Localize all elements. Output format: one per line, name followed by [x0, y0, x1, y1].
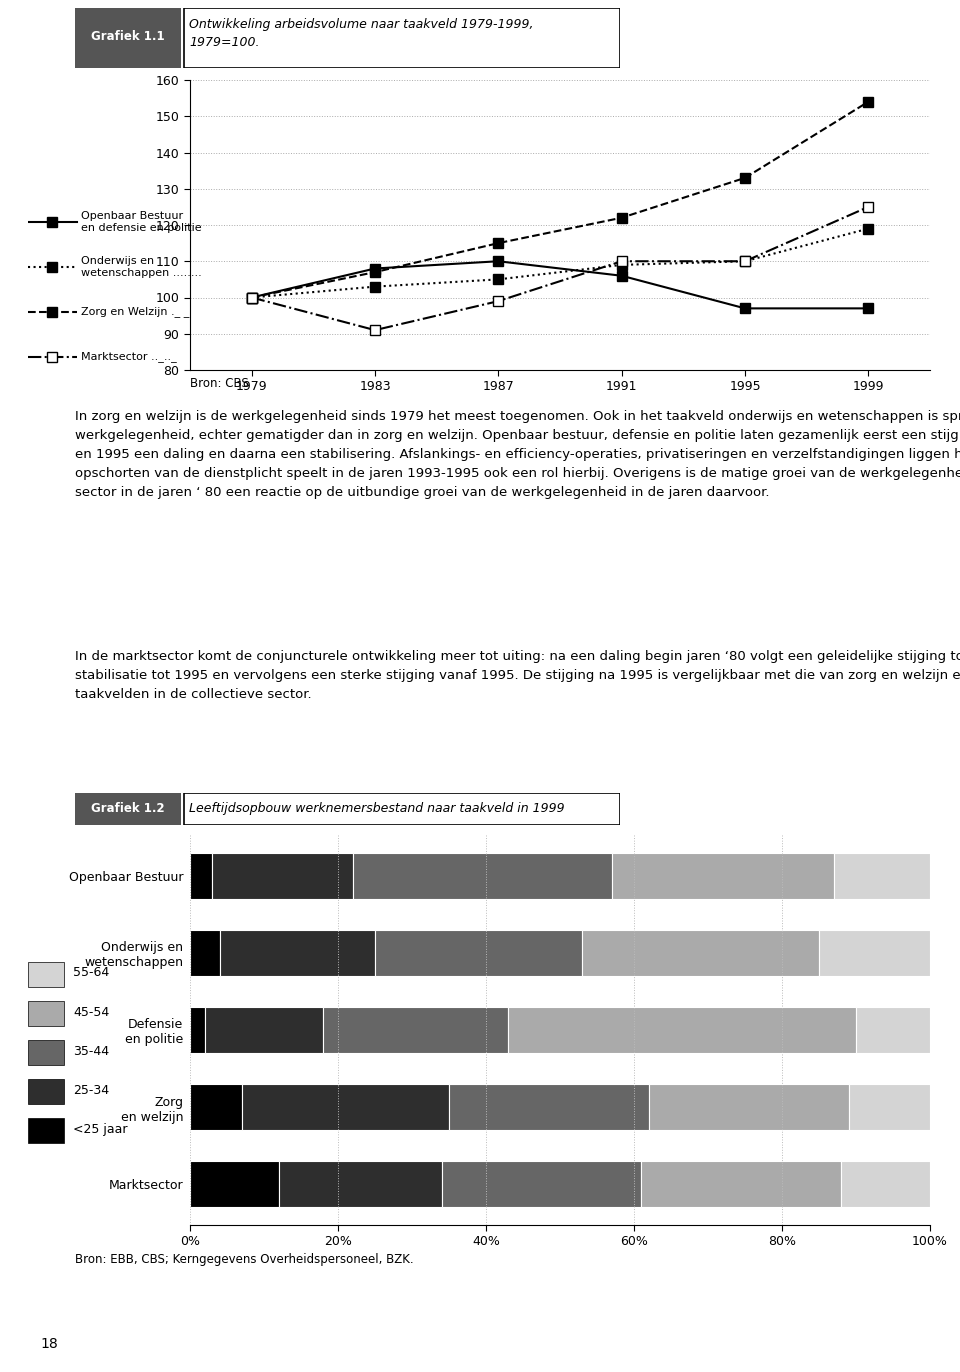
- Text: Bron: CBS: Bron: CBS: [190, 377, 249, 391]
- Bar: [582, 930, 819, 975]
- Text: 55-64: 55-64: [73, 966, 109, 980]
- Text: Bron: EBB, CBS; Kerngegevens Overheidspersoneel, BZK.: Bron: EBB, CBS; Kerngegevens Overheidspe…: [75, 1253, 414, 1265]
- Text: 45-54: 45-54: [73, 1006, 109, 1018]
- Text: In zorg en welzijn is de werkgelegenheid sinds 1979 het meest toegenomen. Ook in: In zorg en welzijn is de werkgelegenheid…: [75, 410, 960, 499]
- Text: 25-34: 25-34: [73, 1084, 109, 1096]
- Bar: [184, 793, 620, 825]
- Bar: [190, 853, 212, 899]
- Text: 18: 18: [40, 1336, 58, 1351]
- Bar: [612, 853, 834, 899]
- Text: Onderwijs en
wetenschappen ........: Onderwijs en wetenschappen ........: [82, 257, 203, 277]
- Bar: [75, 793, 181, 825]
- Bar: [184, 8, 620, 69]
- Text: <25 jaar: <25 jaar: [73, 1122, 128, 1136]
- Bar: [353, 853, 612, 899]
- Bar: [841, 1161, 930, 1207]
- Bar: [212, 853, 352, 899]
- Bar: [28, 1000, 63, 1026]
- Bar: [28, 1078, 63, 1104]
- Text: Openbaar Bestuur
en defensie en politie: Openbaar Bestuur en defensie en politie: [82, 211, 203, 233]
- Bar: [75, 8, 181, 69]
- Bar: [220, 930, 375, 975]
- Bar: [834, 853, 930, 899]
- Text: Ontwikkeling arbeidsvolume naar taakveld 1979-1999,
1979=100.: Ontwikkeling arbeidsvolume naar taakveld…: [189, 18, 534, 48]
- Bar: [190, 1161, 278, 1207]
- Bar: [324, 1007, 508, 1054]
- Bar: [190, 1084, 242, 1131]
- Text: Marktsector .._.._: Marktsector .._.._: [82, 351, 178, 362]
- Bar: [442, 1161, 641, 1207]
- Bar: [278, 1161, 442, 1207]
- Text: 35-44: 35-44: [73, 1044, 109, 1058]
- Bar: [190, 930, 220, 975]
- Text: Grafiek 1.2: Grafiek 1.2: [91, 801, 165, 815]
- Bar: [204, 1007, 324, 1054]
- Text: In de marktsector komt de conjuncturele ontwikkeling meer tot uiting: na een dal: In de marktsector komt de conjuncturele …: [75, 650, 960, 701]
- Bar: [190, 1007, 204, 1054]
- Bar: [649, 1084, 849, 1131]
- Bar: [375, 930, 582, 975]
- Bar: [242, 1084, 449, 1131]
- Text: Zorg en Welzijn ._ _: Zorg en Welzijn ._ _: [82, 306, 190, 317]
- Bar: [28, 1040, 63, 1065]
- Bar: [28, 962, 63, 986]
- Bar: [449, 1084, 649, 1131]
- Bar: [28, 1118, 63, 1143]
- Bar: [508, 1007, 856, 1054]
- Text: Grafiek 1.1: Grafiek 1.1: [91, 30, 165, 44]
- Text: Leeftijdsopbouw werknemersbestand naar taakveld in 1999: Leeftijdsopbouw werknemersbestand naar t…: [189, 801, 565, 815]
- Bar: [819, 930, 930, 975]
- Bar: [641, 1161, 841, 1207]
- Bar: [856, 1007, 930, 1054]
- Bar: [849, 1084, 930, 1131]
